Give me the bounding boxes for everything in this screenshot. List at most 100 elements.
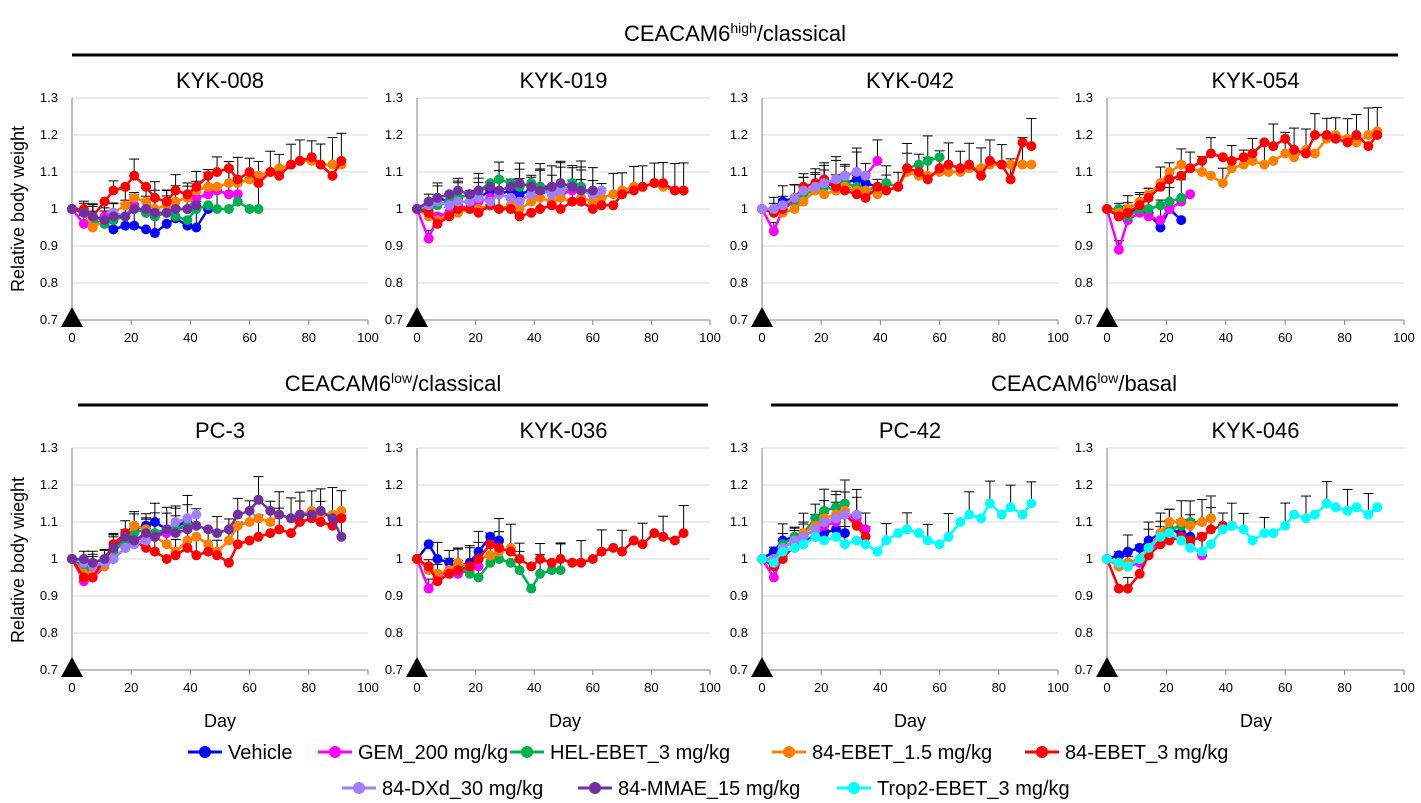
data-point (1155, 539, 1166, 550)
data-point (161, 207, 172, 218)
series-84-ebet-3-mg-kg (757, 137, 1037, 218)
data-point (1342, 137, 1353, 148)
data-point (212, 204, 223, 214)
data-point (191, 181, 202, 192)
data-point (526, 181, 537, 192)
data-point (253, 513, 264, 524)
data-point (182, 215, 193, 226)
x-tick-label: 0 (413, 330, 420, 345)
data-point (432, 554, 443, 564)
data-point (294, 517, 305, 527)
x-tick-label: 100 (1047, 330, 1069, 345)
data-point (1205, 524, 1216, 535)
data-point (244, 167, 255, 177)
data-point (860, 531, 871, 542)
data-point (170, 528, 181, 539)
data-point (120, 531, 131, 542)
dosing-marker-icon (1096, 657, 1118, 677)
series-84-mmae-15-mg-kg (67, 494, 347, 568)
data-point (464, 561, 475, 572)
dosing-marker-icon (751, 657, 773, 677)
dosing-marker-icon (1096, 307, 1118, 327)
y-tick-label: 0.7 (385, 312, 403, 327)
data-point (810, 524, 821, 535)
data-point (535, 185, 546, 196)
data-point (274, 509, 285, 520)
data-point (1185, 189, 1196, 200)
data-point (191, 550, 202, 561)
data-point (1155, 181, 1166, 192)
data-point (1259, 137, 1270, 148)
data-point (913, 167, 924, 177)
data-point (1363, 141, 1374, 152)
y-axis-label: Relative body wieght (8, 477, 28, 643)
data-point (669, 535, 680, 546)
data-point (831, 531, 841, 542)
data-point (1102, 554, 1112, 564)
x-axis-label: Day (549, 711, 581, 731)
data-point (789, 192, 800, 203)
y-tick-label: 1.1 (1075, 164, 1093, 179)
data-point (1330, 133, 1341, 144)
data-point (851, 535, 862, 546)
data-point (943, 167, 954, 177)
data-point (587, 185, 598, 196)
data-point (881, 535, 892, 546)
data-point (514, 178, 525, 189)
data-point (535, 568, 546, 579)
x-tick-label: 80 (1337, 330, 1351, 345)
x-tick-label: 60 (1278, 680, 1292, 695)
data-point (149, 531, 160, 542)
data-point (170, 211, 181, 222)
data-point (223, 163, 234, 174)
data-point (1143, 192, 1154, 203)
x-tick-label: 100 (1393, 330, 1415, 345)
data-point (1176, 159, 1187, 170)
data-point (1164, 535, 1175, 546)
data-point (934, 539, 945, 550)
data-point (943, 159, 954, 170)
data-point (494, 185, 505, 196)
y-tick-label: 0.7 (385, 662, 403, 677)
data-point (881, 178, 892, 189)
data-point (473, 185, 484, 196)
data-point (1185, 520, 1196, 531)
group-title-rest: /basal (1118, 371, 1177, 396)
data-point (1155, 215, 1166, 226)
data-point (1164, 517, 1175, 527)
data-point (955, 163, 966, 174)
y-tick-label: 0.8 (1075, 625, 1093, 640)
data-point (1155, 200, 1166, 211)
y-tick-label: 0.9 (730, 588, 748, 603)
data-point (555, 554, 566, 564)
x-tick-label: 80 (1337, 680, 1351, 695)
data-point (943, 531, 954, 542)
data-point (658, 178, 669, 189)
data-point (286, 159, 297, 170)
data-point (649, 178, 660, 189)
data-point (473, 554, 484, 564)
data-point (1134, 542, 1145, 553)
x-tick-label: 0 (68, 330, 75, 345)
data-point (473, 207, 484, 218)
data-point (149, 207, 160, 218)
data-point (191, 531, 202, 542)
data-point (789, 535, 800, 546)
data-point (432, 192, 443, 203)
data-point (567, 196, 578, 207)
x-tick-label: 80 (302, 680, 316, 695)
data-point (1122, 546, 1133, 557)
y-tick-label: 0.8 (730, 275, 748, 290)
data-point (881, 185, 892, 196)
data-point (265, 528, 276, 539)
y-tick-label: 1.3 (40, 440, 58, 455)
y-tick-label: 1.1 (385, 514, 403, 529)
data-point (996, 509, 1007, 520)
legend-swatch-marker (848, 782, 860, 794)
y-tick-label: 0.7 (1075, 662, 1093, 677)
data-point (170, 196, 181, 207)
group-title-main: CEACAM6 (991, 371, 1097, 396)
dosing-marker-icon (406, 657, 428, 677)
legend-label: 84-MMAE_15 mg/kg (618, 778, 800, 800)
data-point (1164, 196, 1175, 207)
